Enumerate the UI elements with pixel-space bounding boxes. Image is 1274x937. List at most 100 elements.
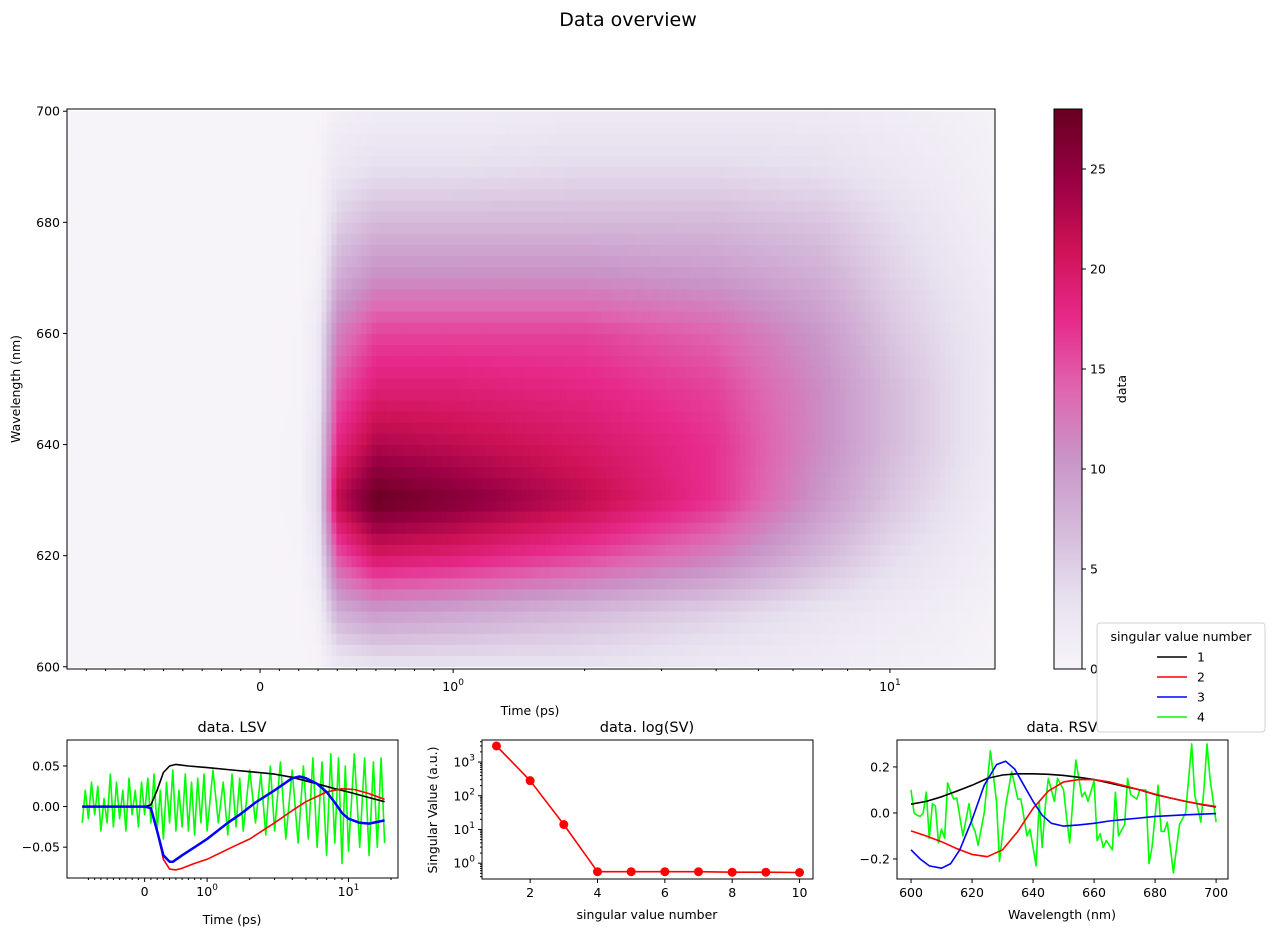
heatmap-cell — [511, 611, 517, 623]
heatmap-cell — [301, 533, 307, 545]
heatmap-cell — [261, 533, 267, 545]
heatmap-cell — [595, 489, 602, 501]
heatmap-cell — [970, 444, 976, 457]
heatmap-cell — [376, 633, 382, 645]
heatmap-cell — [236, 489, 243, 501]
heatmap-cell — [940, 533, 946, 545]
heatmap-cell — [216, 433, 223, 445]
heatmap-cell — [835, 600, 841, 612]
heatmap-cell — [825, 477, 831, 490]
heatmap-cell — [276, 444, 282, 457]
heatmap-cell — [980, 533, 986, 545]
heatmap-cell — [521, 455, 527, 468]
heatmap-cell — [291, 455, 297, 468]
heatmap-cell — [595, 633, 602, 645]
heatmap-cell — [595, 511, 602, 523]
heatmap-cell — [890, 489, 896, 501]
heatmap-cell — [850, 589, 856, 601]
heatmap-cell — [131, 566, 138, 579]
heatmap-cell — [506, 422, 512, 434]
heatmap-cell — [281, 477, 287, 490]
heatmap-cell — [915, 489, 921, 501]
heatmap-cell — [301, 422, 307, 434]
heatmap-cell — [491, 377, 497, 390]
heatmap-cell — [391, 377, 397, 390]
heatmap-cell — [830, 611, 836, 623]
heatmap-cell — [675, 477, 682, 490]
heatmap-cell — [506, 366, 512, 379]
heatmap-cell — [955, 522, 961, 534]
heatmap-cell — [580, 566, 587, 579]
heatmap-cell — [685, 411, 692, 423]
heatmap-cell — [750, 589, 756, 601]
heatmap-cell — [481, 566, 487, 579]
heatmap-cell — [496, 389, 502, 401]
heatmap-cell — [526, 500, 532, 512]
heatmap-cell — [785, 477, 791, 490]
heatmap-cell — [501, 477, 507, 490]
heatmap-cell — [101, 455, 108, 468]
heatmap-cell — [271, 400, 277, 412]
heatmap-cell — [980, 400, 986, 412]
heatmap-cell — [186, 444, 193, 457]
heatmap-cell — [501, 633, 507, 645]
heatmap-cell — [950, 422, 956, 434]
heatmap-cell — [795, 400, 801, 412]
heatmap-cell — [126, 366, 133, 379]
heatmap-cell — [376, 466, 382, 479]
heatmap-cell — [980, 644, 986, 657]
heatmap-cell — [910, 477, 916, 490]
heatmap-cell — [531, 589, 537, 601]
heatmap-cell — [131, 455, 138, 468]
heatmap-cell — [86, 566, 93, 579]
heatmap-cell — [136, 600, 143, 612]
heatmap-cell — [76, 555, 83, 568]
heatmap-cell — [975, 477, 981, 490]
heatmap-cell — [620, 433, 627, 445]
heatmap-cell — [126, 611, 133, 623]
heatmap-cell — [600, 655, 607, 668]
heatmap-cell — [555, 555, 562, 568]
heatmap-cell — [850, 644, 856, 657]
heatmap-cell — [67, 566, 73, 579]
heatmap-cell — [690, 389, 697, 401]
heatmap-cell — [860, 411, 866, 423]
heatmap-cell — [516, 422, 522, 434]
heatmap-cell — [161, 477, 168, 490]
heatmap-cell — [316, 400, 322, 412]
heatmap-cell — [795, 577, 801, 590]
heatmap-cell — [730, 622, 736, 634]
heatmap-cell — [725, 377, 731, 390]
heatmap-cell — [126, 455, 133, 468]
heatmap-cell — [321, 466, 327, 479]
heatmap-cell — [920, 522, 926, 534]
heatmap-cell — [910, 600, 916, 612]
heatmap-cell — [920, 577, 926, 590]
heatmap-cell — [366, 422, 372, 434]
heatmap-cell — [86, 389, 93, 401]
heatmap-cell — [406, 477, 412, 490]
heatmap-cell — [241, 533, 248, 545]
heatmap-cell — [136, 477, 143, 490]
heatmap-cell — [341, 366, 347, 379]
heatmap-cell — [501, 622, 507, 634]
heatmap-cell — [461, 644, 467, 657]
heatmap-cell — [141, 366, 148, 379]
heatmap-cell — [590, 577, 597, 590]
heatmap-cell — [550, 411, 557, 423]
heatmap-cell — [486, 622, 492, 634]
heatmap-cell — [121, 622, 128, 634]
heatmap-cell — [251, 433, 257, 445]
heatmap-cell — [136, 489, 143, 501]
heatmap-cell — [191, 555, 198, 568]
heatmap-cell — [396, 377, 402, 390]
heatmap-cell — [216, 533, 223, 545]
heatmap-cell — [600, 622, 607, 634]
heatmap-cell — [401, 511, 407, 523]
heatmap-cell — [261, 444, 267, 457]
heatmap-cell — [391, 644, 397, 657]
heatmap-cell — [76, 566, 83, 579]
heatmap-cell — [985, 655, 991, 668]
heatmap-cell — [585, 655, 592, 668]
heatmap-cell — [715, 622, 721, 634]
